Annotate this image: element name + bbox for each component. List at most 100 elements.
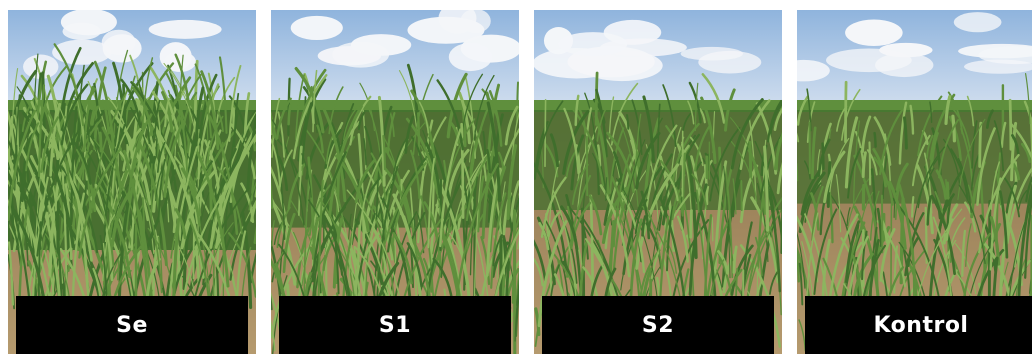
leaf: [917, 95, 943, 157]
leaf: [446, 72, 468, 139]
leaf: [69, 106, 78, 226]
leaf: [869, 190, 880, 241]
leaf: [93, 60, 115, 149]
leaf: [308, 184, 331, 236]
leaf: [406, 242, 423, 288]
leaf: [915, 164, 934, 235]
leaf: [432, 217, 450, 255]
leaf: [106, 97, 150, 195]
leaf: [695, 189, 700, 213]
panel-label-s2: S2: [641, 312, 675, 338]
leaf: [356, 224, 361, 274]
leaf: [449, 232, 470, 286]
leaf: [271, 220, 275, 247]
leaf: [298, 145, 303, 178]
leaf: [409, 149, 421, 200]
leaf: [404, 115, 415, 154]
leaf: [21, 96, 36, 133]
leaf: [354, 158, 377, 204]
panel-label-kontrol: Kontrol: [873, 312, 969, 338]
leaf: [172, 174, 187, 234]
leaf: [461, 106, 467, 148]
leaf: [194, 63, 213, 139]
leaf: [971, 120, 978, 169]
leaf: [661, 172, 686, 226]
leaf: [1018, 190, 1028, 210]
leaf: [287, 104, 292, 126]
leaf: [698, 108, 706, 124]
leaf: [888, 180, 907, 250]
leaf: [717, 250, 729, 275]
leaf: [311, 151, 347, 283]
leaf: [605, 177, 608, 202]
leaf: [149, 66, 188, 180]
leaf: [730, 244, 754, 296]
leaf: [987, 199, 992, 311]
leaf: [647, 153, 673, 231]
leaf: [145, 257, 161, 298]
leaf: [275, 136, 308, 210]
leaf: [811, 126, 817, 180]
leaf: [439, 128, 462, 248]
field-photo-se: Se: [8, 10, 256, 354]
leaf: [804, 160, 811, 180]
leaf: [893, 245, 898, 294]
leaf: [271, 138, 281, 187]
cloud: [448, 42, 493, 72]
leaf: [876, 207, 883, 248]
leaf: [8, 179, 54, 319]
leaf: [398, 70, 418, 132]
leaf: [642, 95, 655, 164]
cloud: [60, 10, 117, 36]
leaf: [890, 203, 893, 294]
leaf: [841, 88, 861, 141]
leaf: [810, 192, 820, 231]
leaf: [700, 96, 717, 165]
field-photo-s2: S2: [534, 10, 782, 354]
leaf: [536, 100, 564, 173]
leaf: [899, 197, 905, 285]
leaf: [729, 117, 757, 178]
leaf: [514, 277, 519, 338]
leaf: [292, 74, 328, 160]
cloud: [826, 48, 912, 73]
leaf: [392, 193, 423, 308]
leaf: [271, 109, 276, 139]
leaf: [228, 263, 237, 299]
leaf: [926, 167, 935, 192]
cloud: [558, 32, 628, 57]
leaf: [218, 56, 228, 134]
leaf: [301, 153, 312, 198]
leaf: [1011, 134, 1020, 155]
leaf: [380, 196, 391, 220]
label-bar-se: Se: [16, 296, 248, 354]
leaf: [898, 183, 919, 307]
leaf: [766, 99, 782, 143]
leaf: [966, 95, 975, 127]
leaf: [282, 212, 296, 274]
leaf: [873, 156, 894, 206]
leaf: [946, 181, 950, 200]
leaf: [249, 252, 256, 284]
leaf: [137, 141, 168, 267]
leaf: [497, 151, 505, 173]
cloud: [680, 46, 743, 61]
leaf: [274, 139, 286, 240]
leaf: [312, 120, 361, 229]
leaf: [343, 107, 357, 141]
leaf: [950, 106, 971, 151]
leaf: [164, 97, 170, 128]
leaf: [562, 110, 590, 175]
cloud: [964, 59, 1032, 74]
leaf: [754, 236, 763, 277]
leaf: [588, 194, 603, 236]
leaf: [94, 183, 114, 282]
leaf: [277, 155, 289, 192]
leaf: [322, 108, 347, 203]
leaf: [375, 145, 382, 221]
leaf: [935, 169, 948, 200]
leaf: [1010, 121, 1018, 182]
cloud: [978, 46, 1032, 65]
leaf: [942, 138, 961, 185]
leaf: [961, 229, 967, 278]
